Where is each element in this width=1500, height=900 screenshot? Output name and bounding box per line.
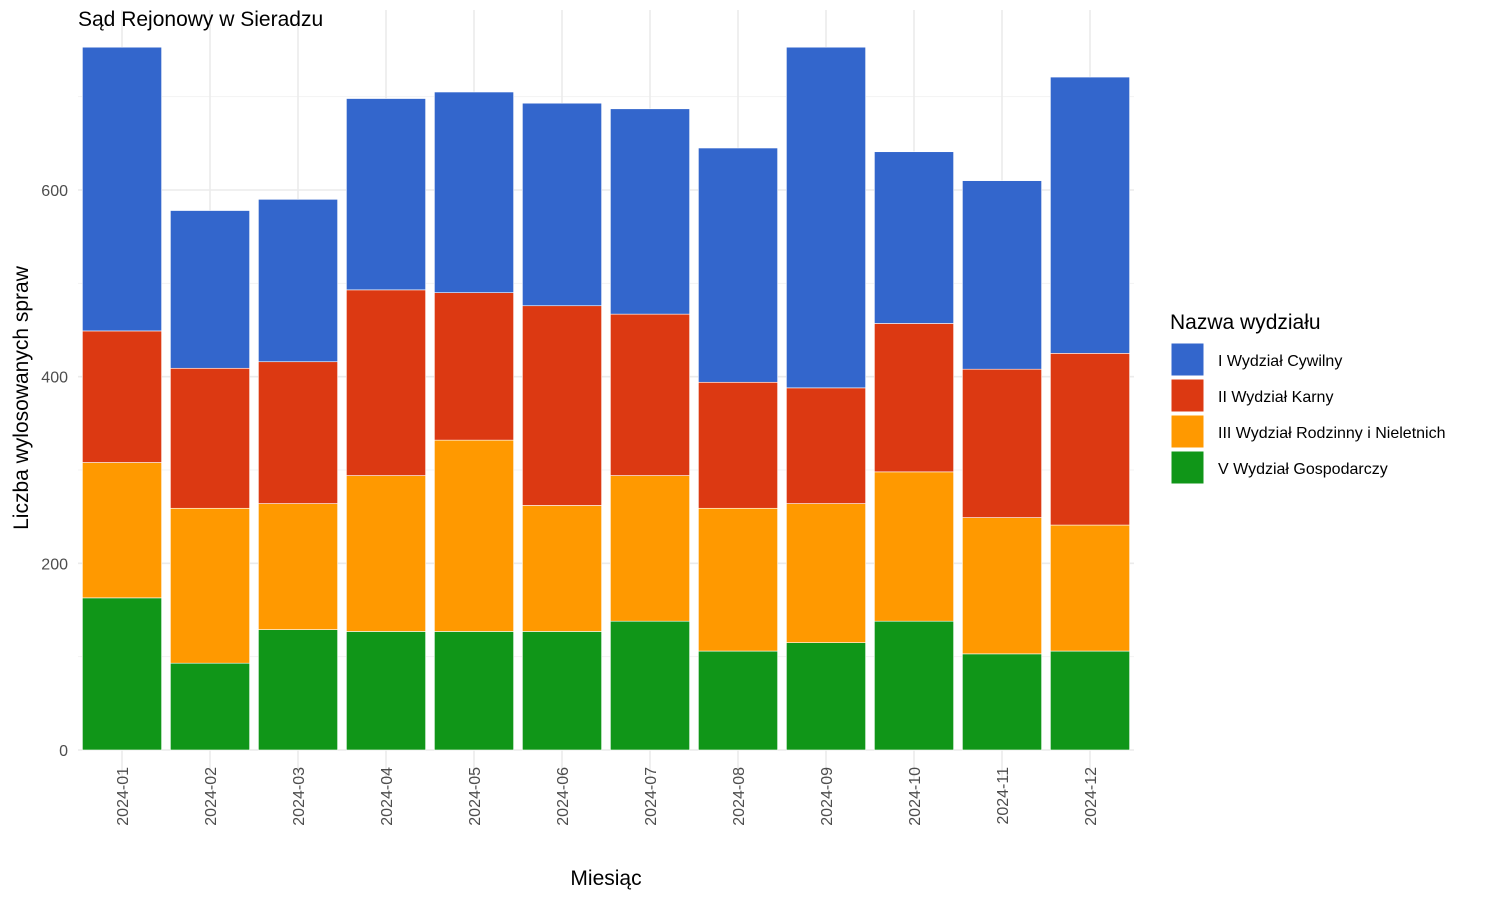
bar-segment	[82, 597, 162, 751]
bar-segment	[874, 620, 954, 751]
x-tick-label: 2024-08	[731, 767, 748, 826]
bar-segment	[874, 323, 954, 473]
legend-label: V Wydział Gospodarczy	[1218, 461, 1388, 478]
bar-segment	[258, 629, 338, 751]
x-tick-label: 2024-10	[907, 767, 924, 826]
x-tick-label: 2024-11	[995, 767, 1012, 825]
bar-segment	[82, 330, 162, 463]
x-tick-label: 2024-02	[203, 767, 220, 826]
bar-segment	[962, 517, 1042, 655]
bar-segment	[1050, 650, 1130, 751]
bar-segment	[610, 475, 690, 622]
x-tick-label: 2024-07	[643, 767, 660, 826]
bar-segment	[698, 650, 778, 751]
y-axis-title: Liczba wylosowanych spraw	[10, 265, 33, 530]
y-axis-ticks: 0 200 400 600	[41, 183, 68, 760]
x-axis-ticks: 2024-01 2024-02 2024-03 2024-04 2024-05 2024-…	[115, 767, 1100, 826]
bar-segment	[962, 180, 1042, 370]
bar-segment	[610, 620, 690, 751]
bar-segment	[522, 305, 602, 506]
bar-segment	[346, 475, 426, 632]
bar-segment	[258, 503, 338, 630]
bar-segment	[170, 507, 250, 664]
bar-segment	[1050, 76, 1130, 354]
y-tick-label: 400	[41, 370, 68, 387]
bar-segment	[170, 367, 250, 509]
x-tick-label: 2024-12	[1083, 767, 1100, 826]
bar-segment	[258, 199, 338, 363]
x-tick-label: 2024-01	[115, 767, 132, 826]
bar-segment	[346, 631, 426, 751]
bar-segment	[346, 289, 426, 476]
bar-segment	[610, 313, 690, 476]
legend-label: I Wydział Cywilny	[1218, 353, 1342, 370]
bar-segment	[522, 102, 602, 307]
y-tick-label: 600	[41, 183, 68, 200]
legend: Nazwa wydziału I Wydział Cywilny II Wydzi…	[1170, 311, 1446, 485]
bar-segment	[82, 462, 162, 599]
bar-segment	[874, 471, 954, 622]
bar-segment	[258, 361, 338, 504]
bar-segment	[434, 91, 514, 293]
x-tick-label: 2024-04	[379, 767, 396, 826]
bar-segment	[786, 503, 866, 643]
bar-segment	[522, 505, 602, 632]
bar-segment	[698, 381, 778, 509]
legend-swatch	[1170, 378, 1205, 413]
bar-segment	[434, 631, 514, 751]
x-tick-label: 2024-05	[467, 767, 484, 826]
legend-swatch	[1170, 450, 1205, 485]
x-axis-title: Miesiąc	[570, 867, 641, 890]
x-tick-label: 2024-03	[291, 767, 308, 826]
bars	[82, 46, 1130, 751]
bar-segment	[1050, 353, 1130, 526]
bar-segment	[170, 210, 250, 369]
x-tick-label: 2024-06	[555, 767, 572, 826]
bar-segment	[346, 98, 426, 291]
bar-segment	[170, 662, 250, 751]
bar-segment	[786, 46, 866, 389]
legend-label: II Wydział Karny	[1218, 389, 1333, 406]
bar-segment	[610, 108, 690, 315]
bar-segment	[698, 147, 778, 383]
y-tick-label: 200	[41, 556, 68, 573]
bar-segment	[698, 507, 778, 652]
bar-segment	[786, 387, 866, 504]
chart-title: Sąd Rejonowy w Sieradzu	[78, 8, 323, 31]
bar-segment	[522, 631, 602, 751]
legend-swatch	[1170, 414, 1205, 449]
bar-segment	[82, 46, 162, 332]
x-tick-label: 2024-09	[819, 767, 836, 826]
legend-items: I Wydział Cywilny II Wydział Karny III Wyd…	[1170, 342, 1446, 485]
bar-segment	[962, 368, 1042, 518]
bar-segment	[786, 642, 866, 751]
bar-segment	[874, 151, 954, 324]
bar-segment	[962, 653, 1042, 751]
bar-segment	[434, 439, 514, 632]
bar-segment	[1050, 524, 1130, 652]
legend-label: III Wydział Rodzinny i Nieletnich	[1218, 425, 1446, 442]
bar-segment	[434, 292, 514, 441]
legend-swatch	[1170, 342, 1205, 377]
y-tick-label: 0	[59, 743, 68, 760]
legend-title: Nazwa wydziału	[1170, 311, 1321, 334]
